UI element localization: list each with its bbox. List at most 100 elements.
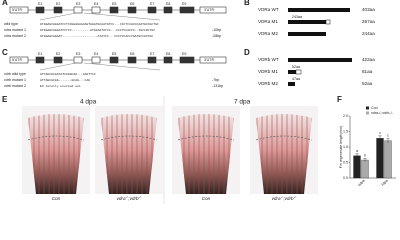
- panel-label: A: [2, 0, 8, 7]
- exon-label: E9: [182, 52, 186, 56]
- length: 244aa: [362, 31, 375, 36]
- utr5: 5'UTR: [12, 8, 22, 12]
- exon-label: E8: [166, 2, 170, 6]
- sequence: E3 totally knocked out: [40, 84, 81, 88]
- sequence: GTGGAGCAGAATCCTCCGGAGAACAGTGGATGCAATATCC…: [40, 22, 159, 26]
- panel-label: F: [337, 95, 342, 104]
- exon: [127, 56, 137, 64]
- zoom: [39, 62, 161, 71]
- exon: [73, 56, 83, 64]
- exon-label: E1: [38, 2, 42, 6]
- genotype: vdra-/-;vdrb-/-: [272, 195, 297, 201]
- length: 81aa: [362, 69, 373, 74]
- genotype-part: vdra: [272, 196, 281, 201]
- legend-swatch: [366, 111, 369, 115]
- fin-photo: [94, 105, 164, 195]
- error-bar: [355, 153, 359, 158]
- exon: [73, 6, 83, 14]
- stage: 4 dpa: [80, 99, 97, 106]
- exon-label: E5: [112, 52, 116, 56]
- exon-label: E7: [150, 2, 154, 6]
- y-tick-label: 0.5: [343, 160, 348, 164]
- exon-label: E6: [130, 52, 134, 56]
- utr: [9, 6, 29, 14]
- protein-bar: [288, 82, 295, 86]
- exon: [109, 6, 119, 14]
- genotype-part: vdra: [117, 196, 126, 201]
- protein-bar: [288, 32, 326, 36]
- legend-label: Con: [371, 106, 378, 110]
- protein-tail: [325, 19, 331, 25]
- genotype-part: -/-: [126, 195, 129, 199]
- row-name: VDRa WT: [258, 7, 279, 12]
- error-bar: [378, 135, 382, 141]
- significance: c: [379, 131, 381, 135]
- utr5: 5'UTR: [12, 58, 22, 62]
- inner-length: 52aa: [292, 65, 300, 69]
- exon-label: E4: [94, 52, 98, 56]
- exon-label: E1: [38, 52, 42, 56]
- protein-bar: [288, 20, 326, 24]
- protein-bar: [288, 58, 352, 62]
- deletion: -28bp: [212, 34, 221, 38]
- error-bar: [386, 138, 390, 143]
- y-axis-label: Fin regenerate length(mm): [339, 126, 343, 169]
- exon-label: E2: [56, 2, 60, 6]
- stage: 7 dpa: [234, 99, 251, 106]
- genotype: Con: [202, 196, 211, 201]
- exon: [35, 56, 45, 64]
- inner-length: 243aa: [292, 15, 302, 19]
- protein-tail: [295, 69, 302, 75]
- inner-length: 47aa: [292, 77, 300, 81]
- panel-label: C: [2, 48, 8, 57]
- utr3: 3'UTR: [204, 8, 214, 12]
- sequence: ATTAGCGCGA-------GCAG...CAG: [40, 78, 90, 82]
- y-tick-label: 1.0: [343, 145, 348, 149]
- error-bar: [363, 158, 367, 162]
- exon-label: E7: [150, 52, 154, 56]
- sequence: GTGGAGCAGAAT-------------------ATATCC...…: [40, 34, 153, 38]
- row-name: vdrb mutant 1: [4, 78, 26, 82]
- row-name: VDRb M2: [258, 81, 278, 86]
- genotype-part: -/-: [294, 195, 297, 199]
- deletion: -10bp: [212, 28, 221, 32]
- utr: [199, 56, 227, 64]
- figure: A 5'UTR E1 E2 E3 E4 E5 E6 E7 E8 E9 3'UTR wild type GT…: [2, 0, 396, 204]
- exon: [179, 56, 195, 64]
- utr: [199, 6, 227, 14]
- deletion: -7bp: [212, 78, 219, 82]
- row-name: vdrb mutant 2: [4, 84, 26, 88]
- row-name: vdrb wild type: [4, 72, 26, 76]
- exon: [53, 6, 63, 14]
- genotype: vdra-/-;vdrb-/-: [117, 195, 142, 201]
- legend-swatch: [366, 106, 369, 110]
- genotype-part: ;vdrb: [283, 196, 294, 201]
- length: 267aa: [362, 19, 375, 24]
- utr3: 3'UTR: [204, 58, 214, 62]
- exon: [109, 56, 119, 64]
- panel-label: B: [244, 0, 250, 7]
- genotype-part: -/-: [139, 195, 142, 199]
- protein-bar: [288, 70, 296, 74]
- exon: [163, 6, 173, 14]
- exon-label: E2: [56, 52, 60, 56]
- fin-photo: [249, 105, 319, 195]
- y-tick-label: 1.5: [343, 129, 348, 133]
- exon: [91, 56, 101, 64]
- exon: [127, 6, 137, 14]
- sequence: ATTAGCGCGATATCGAGCAG...CAGTTCC: [40, 72, 96, 76]
- exon-label: E3: [76, 52, 80, 56]
- genotype: Con: [52, 196, 61, 201]
- utr: [9, 56, 29, 64]
- exon: [35, 6, 45, 14]
- x-tick-label: 4dpa: [357, 179, 365, 187]
- fin-photo: [171, 105, 241, 195]
- row-name: vdra mutant 2: [4, 34, 26, 38]
- significance: c: [387, 134, 389, 138]
- row-name: VDRa M2: [258, 31, 278, 36]
- length: 422aa: [362, 57, 375, 62]
- x-tick-label: 7dpa: [380, 179, 388, 187]
- row-name: VDRb WT: [258, 57, 279, 62]
- sequence: GTGGAGCAGAATCCTCC----------ATGCAATATCC..…: [40, 28, 155, 32]
- exon-label: E6: [130, 2, 134, 6]
